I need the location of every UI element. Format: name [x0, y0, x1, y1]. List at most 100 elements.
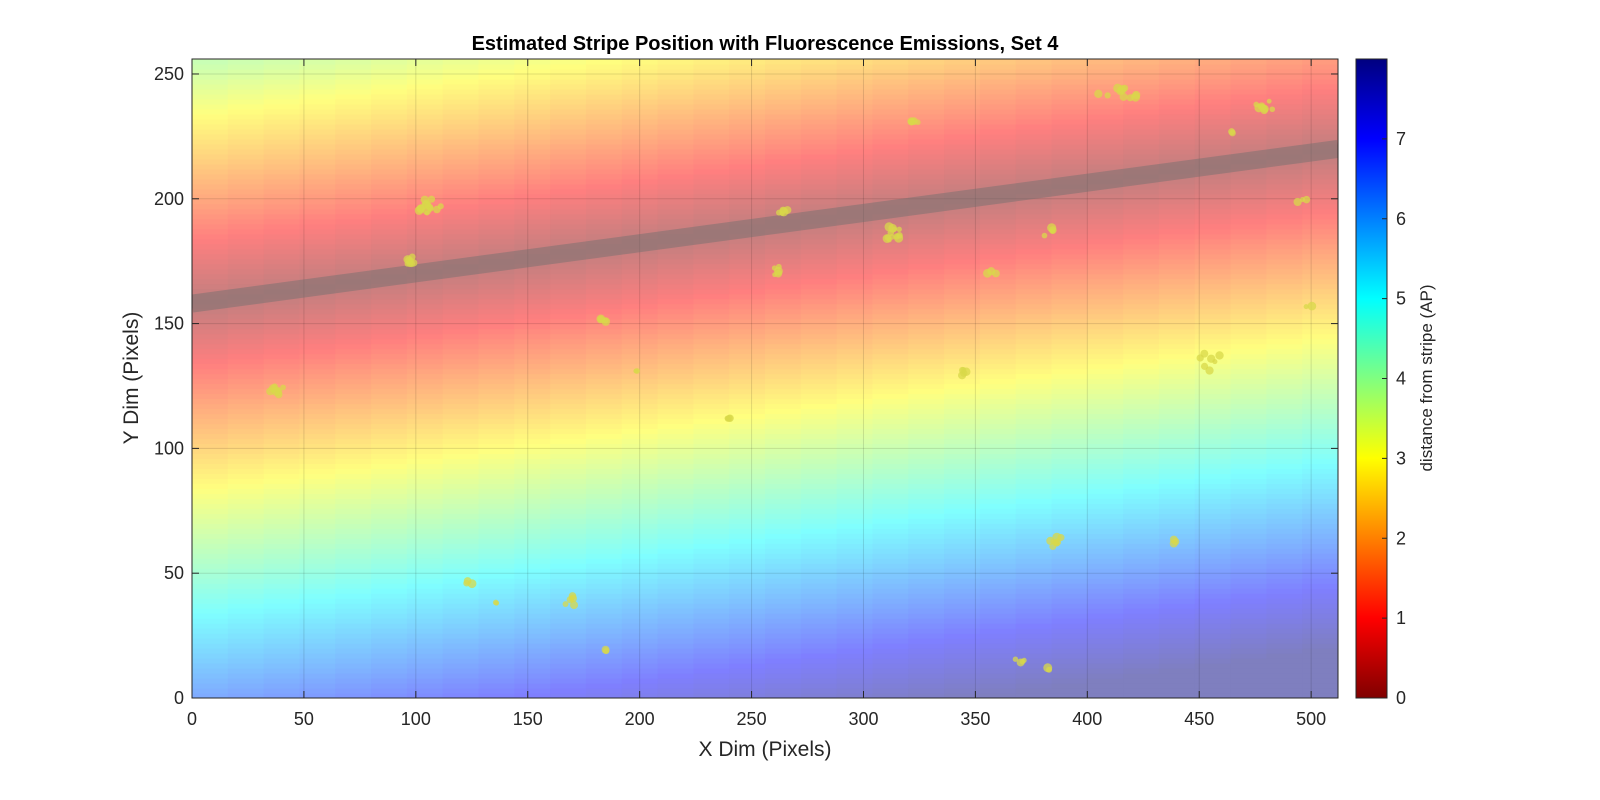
heatmap-cell [800, 528, 838, 534]
heatmap-cell [299, 143, 336, 150]
heatmap-cell [1015, 438, 1053, 444]
heatmap-cell [872, 518, 909, 524]
heatmap-cell [1015, 78, 1053, 85]
heatmap-cell [335, 103, 372, 110]
heatmap-cell [514, 298, 551, 305]
heatmap-cell [406, 563, 444, 569]
heatmap-cell [657, 238, 694, 245]
heatmap-cell [227, 108, 265, 115]
heatmap-cell [299, 198, 336, 205]
heatmap-cell [227, 238, 265, 245]
heatmap-cell [872, 213, 909, 220]
heatmap-cell [979, 178, 1017, 185]
heatmap-cell [263, 348, 301, 355]
heatmap-cell [192, 293, 229, 300]
heatmap-cell [979, 228, 1017, 235]
heatmap-cell [944, 498, 981, 504]
heatmap-cell [478, 618, 515, 624]
heatmap-cell [729, 198, 766, 205]
heatmap-cell [657, 298, 694, 305]
heatmap-cell [872, 98, 909, 105]
heatmap-cell [406, 318, 444, 325]
heatmap-cell [585, 638, 623, 644]
heatmap-cell [299, 493, 336, 499]
heatmap-cell [1051, 303, 1088, 310]
heatmap-cell [406, 323, 444, 330]
heatmap-cell [442, 68, 480, 75]
heatmap-cell [944, 393, 981, 400]
heatmap-cell [1015, 458, 1053, 464]
heatmap-cell [371, 658, 408, 664]
heatmap-cell [299, 648, 336, 654]
heatmap-cell [729, 323, 766, 330]
heatmap-cell [1194, 573, 1232, 579]
heatmap-cell [335, 393, 372, 400]
heatmap-cell [1051, 468, 1088, 474]
heatmap-cell [371, 643, 408, 649]
heatmap-cell [1123, 63, 1160, 70]
heatmap-cell [550, 463, 587, 469]
heatmap-cell [1015, 673, 1053, 679]
heatmap-cell [1051, 153, 1088, 160]
heatmap-cell [657, 563, 694, 569]
heatmap-cell [979, 573, 1017, 579]
heatmap-cell [371, 343, 408, 350]
heatmap-cell [657, 223, 694, 230]
heatmap-cell [1302, 123, 1338, 130]
heatmap-cell [1015, 133, 1053, 140]
heatmap-cell [1015, 608, 1053, 614]
heatmap-cell [299, 683, 336, 689]
heatmap-cell [1015, 668, 1053, 674]
heatmap-cell [263, 508, 301, 514]
heatmap-cell [1194, 673, 1232, 679]
heatmap-cell [442, 598, 480, 604]
heatmap-cell [550, 518, 587, 524]
heatmap-cell [979, 643, 1017, 649]
heatmap-cell [550, 573, 587, 579]
emission-point [1215, 351, 1224, 360]
heatmap-cell [406, 663, 444, 669]
heatmap-cell [478, 278, 515, 285]
heatmap-cell [227, 348, 265, 355]
heatmap-cell [621, 568, 659, 574]
heatmap-cell [800, 68, 838, 75]
heatmap-cell [263, 403, 301, 410]
heatmap-cell [621, 443, 659, 449]
heatmap-cell [1302, 393, 1338, 400]
heatmap-cell [335, 423, 372, 430]
heatmap-cell [585, 513, 623, 519]
heatmap-cell [693, 613, 730, 619]
heatmap-cell [836, 503, 874, 509]
heatmap-cell [836, 178, 874, 185]
heatmap-cell [550, 393, 587, 400]
heatmap-cell [765, 78, 802, 85]
heatmap-cell [765, 403, 802, 410]
heatmap-cell [514, 453, 551, 459]
heatmap-cell [585, 673, 623, 679]
colorbar-tick-label: 1 [1396, 608, 1406, 628]
heatmap-cell [1051, 413, 1088, 420]
heatmap-cell [944, 378, 981, 385]
heatmap-cell [550, 163, 587, 170]
heatmap-cell [1302, 433, 1338, 440]
heatmap-cell [765, 343, 802, 350]
heatmap-cell [1158, 218, 1196, 225]
heatmap-cell [621, 358, 659, 365]
heatmap-cell [1015, 188, 1053, 195]
heatmap-cell [1302, 73, 1338, 80]
heatmap-cell [299, 358, 336, 365]
heatmap-cell [1015, 228, 1053, 235]
heatmap-cell [1015, 313, 1053, 320]
heatmap-cell [263, 408, 301, 415]
heatmap-cell [872, 613, 909, 619]
heatmap-cell [872, 443, 909, 449]
heatmap-cell [442, 393, 480, 400]
heatmap-cell [1158, 463, 1196, 469]
heatmap-cell [800, 533, 838, 539]
heatmap-cell [192, 418, 229, 425]
heatmap-cell [514, 408, 551, 415]
heatmap-cell [371, 503, 408, 509]
heatmap-cell [765, 393, 802, 400]
heatmap-cell [263, 59, 301, 65]
heatmap-cell [729, 478, 766, 484]
